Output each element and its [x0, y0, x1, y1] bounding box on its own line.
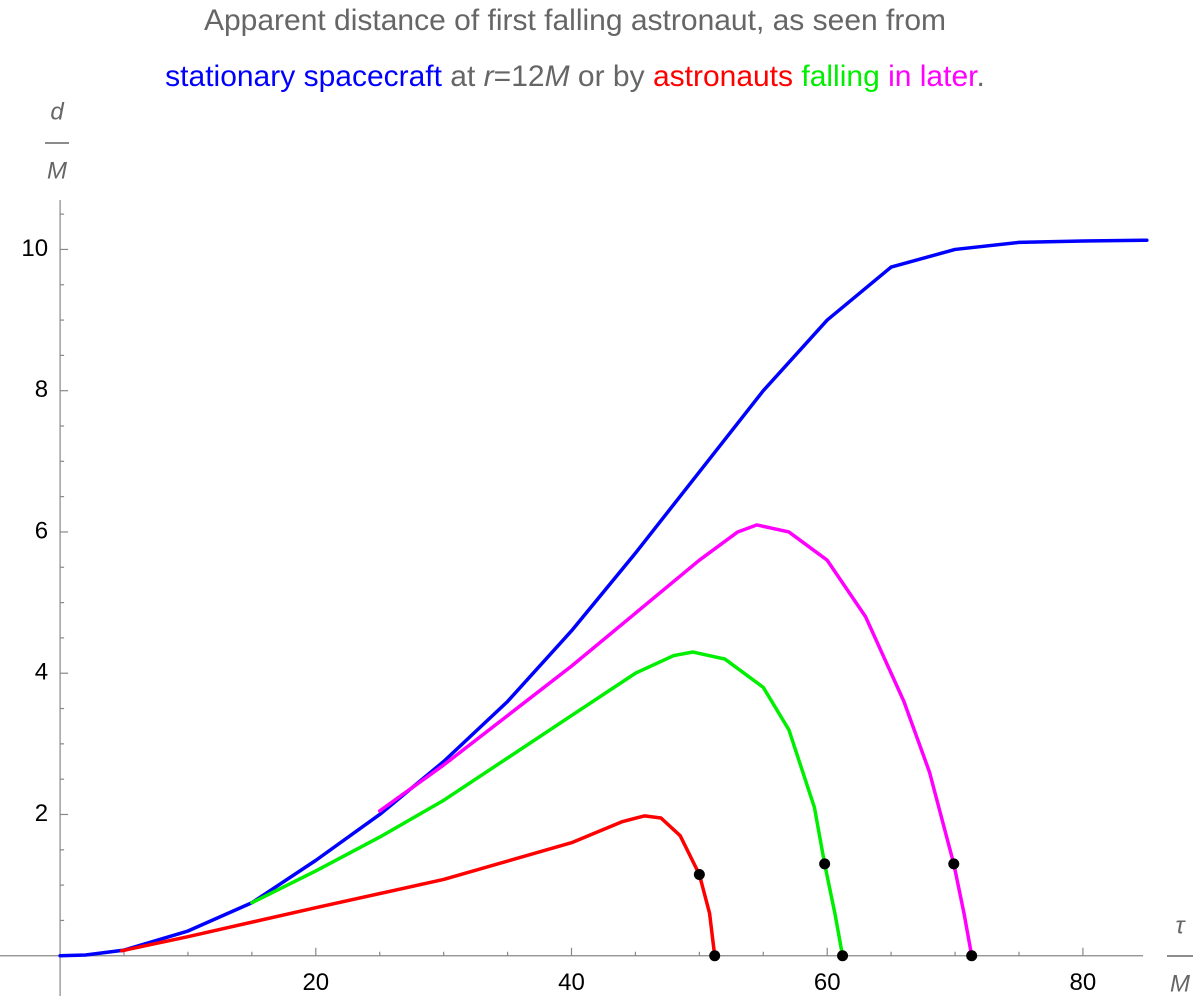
- x-tick-label: 40: [558, 969, 585, 996]
- point: [837, 950, 849, 962]
- title-segment: in later: [880, 60, 978, 93]
- line-series: [377, 523, 974, 958]
- line-series: [119, 814, 717, 958]
- title-segment: at: [442, 60, 484, 93]
- point: [966, 950, 978, 962]
- point: [948, 858, 960, 870]
- y-tick-label: 10: [21, 235, 48, 262]
- x-tick-label: 20: [302, 969, 329, 996]
- y-label-denominator: M: [47, 157, 67, 184]
- y-tick-label: 6: [35, 517, 48, 544]
- y-label-numerator: d: [50, 98, 64, 125]
- title-segment: falling: [793, 60, 880, 93]
- chart-title: Apparent distance of first falling astro…: [204, 4, 946, 37]
- x-label-denominator: M: [1170, 970, 1190, 997]
- y-tick-label: 2: [35, 800, 48, 827]
- chart-title: stationary spacecraft at r=12M or by ast…: [165, 60, 985, 93]
- line-series: [250, 650, 845, 958]
- title-segment: M: [545, 60, 570, 93]
- title-segment: or by: [570, 60, 653, 93]
- point: [819, 858, 831, 870]
- title-segment: .: [976, 60, 984, 93]
- line-series: [58, 238, 1149, 958]
- title-segment: stationary spacecraft: [165, 60, 442, 93]
- title-segment: Apparent distance of first falling astro…: [204, 4, 946, 37]
- title-segment: astronauts: [653, 60, 793, 93]
- point: [693, 869, 705, 881]
- x-label-numerator: τ: [1176, 912, 1187, 939]
- x-tick-label: 80: [1070, 969, 1097, 996]
- title-segment: r: [484, 60, 495, 93]
- y-tick-label: 8: [35, 376, 48, 403]
- title-segment: =12: [494, 60, 545, 93]
- y-tick-label: 4: [35, 659, 48, 686]
- x-tick-label: 60: [814, 969, 841, 996]
- point: [709, 950, 721, 962]
